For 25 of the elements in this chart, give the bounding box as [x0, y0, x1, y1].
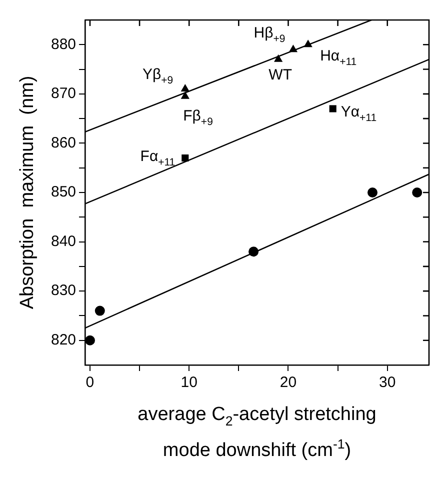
- point: [288, 44, 298, 52]
- y-tick-label: 830: [50, 282, 76, 300]
- point: [180, 84, 190, 92]
- x-tick-label: 30: [379, 374, 396, 392]
- annotation: WT: [268, 66, 292, 84]
- y-tick-label: 850: [50, 184, 76, 201]
- y-tick-label: 870: [50, 85, 76, 102]
- point: [412, 188, 422, 198]
- point: [274, 54, 283, 62]
- point: [94, 306, 105, 316]
- point: [367, 188, 378, 198]
- y-tick-label: 860: [50, 134, 76, 152]
- point: [182, 154, 189, 162]
- y-tick-label: 880: [50, 36, 76, 53]
- point: [248, 246, 259, 257]
- y-tick-label: 820: [50, 332, 76, 348]
- x-tick-label: 0: [86, 374, 94, 392]
- point: [85, 335, 95, 346]
- point: [329, 105, 336, 112]
- x-tick-label: 20: [280, 374, 297, 392]
- y-axis-title: Absorption maximum (nm): [17, 76, 38, 310]
- x-tick-label: 10: [180, 374, 198, 392]
- point: [304, 40, 312, 48]
- point: [180, 91, 190, 99]
- y-tick-label: 840: [50, 232, 76, 250]
